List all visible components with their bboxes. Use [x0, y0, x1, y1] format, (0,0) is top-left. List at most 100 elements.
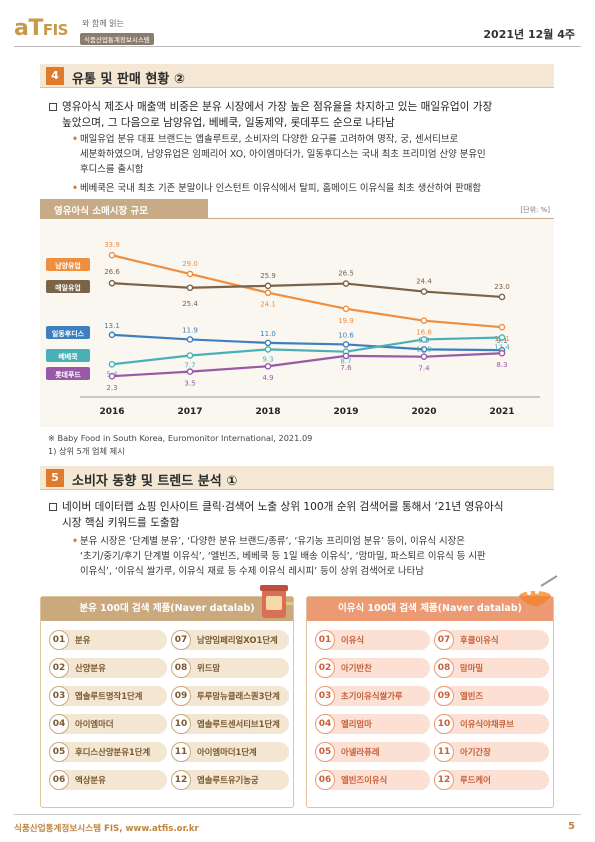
data-label: 3.5 [184, 380, 195, 388]
series-line [111, 352, 503, 378]
keyword-item: 04 아이엠마더 [49, 714, 167, 734]
x-tick-label: 2017 [177, 407, 202, 417]
keyword-item: 02 산양분유 [49, 658, 167, 678]
data-point [498, 323, 506, 331]
keyword-rank: 10 [171, 714, 191, 734]
keyword-rank: 01 [49, 630, 69, 650]
x-tick-label: 2019 [333, 407, 358, 417]
formula-keyword-panel: 분유 100대 검색 제품(Naver datalab) 01 분유 02 산양분유 0… [40, 596, 294, 808]
keyword-item: 12 앱솔루트유기농궁 [171, 770, 289, 790]
keyword-label: 산양분유 [75, 663, 106, 673]
data-label: 24.4 [416, 278, 432, 286]
series-tag-bg [46, 367, 90, 380]
data-point [186, 352, 194, 359]
chart-unit: [단위: %] [520, 206, 550, 214]
data-point [342, 352, 350, 360]
keyword-label: 투루맘뉴클래스퀀3단계 [197, 691, 280, 701]
series-tag: 롯데푸드 [46, 367, 90, 380]
logo-badge: 식품산업통계정보시스템 [80, 33, 154, 45]
keyword-rank: 04 [315, 714, 335, 734]
data-label: 24.1 [260, 301, 276, 309]
section-5-sub-1: • 분유 시장은 ‘단계별 분유’, ‘다양한 분유 브랜드/종류’, ‘유기농… [72, 534, 552, 579]
series-line [111, 336, 503, 366]
dot-bullet-icon: • [72, 536, 78, 547]
data-point [498, 334, 506, 341]
data-label: 13.1 [104, 322, 120, 330]
keyword-label: 이유식 [341, 635, 365, 645]
keyword-item: 11 아기간장 [434, 742, 549, 762]
keyword-rank: 12 [434, 770, 454, 790]
keyword-label: 루드케어 [460, 775, 491, 785]
panel-title: 이유식 100대 검색 제품(Naver datalab) [307, 597, 553, 621]
keyword-item: 06 엘빈즈이유식 [315, 770, 430, 790]
keyword-label: 액상분유 [75, 775, 106, 785]
data-label: 11.9 [182, 326, 198, 334]
data-label: 7.6 [340, 364, 352, 372]
data-label: 19.9 [338, 317, 354, 325]
keyword-label: 엘빈즈 [460, 691, 484, 701]
data-label: 8.3 [496, 361, 507, 369]
sub-line: 이유식’, ‘이유식 쌀가루, 이유식 재료 등 수제 이유식 레시피’ 등이 … [80, 566, 424, 577]
data-label: 10.6 [338, 331, 354, 339]
data-point [420, 317, 428, 324]
issue-date: 2021년 12월 4주 [483, 28, 575, 41]
keyword-item: 11 아이엠마더1단계 [171, 742, 289, 762]
series-tag-label: 베베쿡 [58, 352, 78, 361]
keyword-label: 초기이유식쌀가루 [341, 691, 403, 701]
data-point [108, 361, 116, 368]
data-label: 8.7 [340, 358, 351, 366]
keyword-label: 위드맘 [197, 663, 221, 673]
square-bullet-icon [49, 103, 57, 111]
keyword-item: 05 후디스산양분유1단계 [49, 742, 167, 762]
keyword-item: 06 액상분유 [49, 770, 167, 790]
data-point [420, 336, 428, 343]
data-label: 9.3 [262, 355, 273, 363]
bullet-line: 네이버 데이터랩 쇼핑 인사이트 클릭·검색어 노출 상위 100개 순위 검색… [62, 501, 504, 513]
data-point [264, 339, 272, 347]
data-point [108, 331, 116, 339]
keyword-rank: 08 [434, 658, 454, 678]
sub-line: 세분화하였으며, 남양유업은 임페리어 XO, 아이엠마더가, 일동후디스는 국… [80, 149, 486, 160]
panel-title: 분유 100대 검색 제품(Naver datalab) [41, 597, 293, 621]
data-point [186, 284, 194, 292]
section-5-bullet: 네이버 데이터랩 쇼핑 인사이트 클릭·검색어 노출 상위 100개 순위 검색… [49, 499, 552, 531]
keyword-label: 앱솔루트명작1단계 [75, 691, 143, 701]
section-title: 소비자 동향 및 트렌드 분석 ① [72, 474, 238, 489]
series-line [111, 333, 503, 352]
sub-line: 매일유업 분유 대표 브랜드는 앱솔루트로, 소비자의 다양한 요구를 고려하여… [80, 134, 459, 145]
data-point [264, 289, 272, 297]
data-label: 29.0 [182, 260, 198, 268]
series-tag: 매일유업 [46, 280, 90, 293]
keyword-item: 05 아넬라퓨레 [315, 742, 430, 762]
keyword-rank: 11 [171, 742, 191, 762]
data-point [420, 288, 428, 295]
keyword-rank: 02 [315, 658, 335, 678]
section-4-bullet: 영유아식 제조사 매출액 비중은 분유 시장에서 가장 높은 점유율을 차지하고… [49, 99, 552, 131]
series-tag-bg [46, 280, 90, 293]
x-tick-label: 2016 [99, 407, 124, 417]
keyword-item: 07 후클이유식 [434, 630, 549, 650]
keyword-label: 이유식야채큐브 [460, 719, 514, 729]
keyword-rank: 04 [49, 714, 69, 734]
series-tag-bg [46, 349, 90, 362]
data-label: 16.8 [416, 329, 432, 337]
series-tag-label: 일동후디스 [52, 329, 85, 338]
series-tag-bg [46, 326, 90, 339]
data-point [264, 346, 272, 353]
chart-title: 영유아식 소매시장 규모 [40, 199, 208, 218]
data-point [342, 341, 350, 348]
x-tick-label: 2021 [489, 407, 514, 417]
sub-line: ‘초기/중기/후기 단계별 이유식’, ‘엘빈즈, 베베쿡 등 1일 배송 이유… [80, 551, 486, 562]
data-label: 25.9 [260, 272, 276, 280]
logo-tagline: 와 함께 읽는 [82, 19, 124, 28]
keyword-rank: 09 [434, 686, 454, 706]
keyword-label: 엘리멈마 [341, 719, 372, 729]
keyword-item: 04 엘리멈마 [315, 714, 430, 734]
page-header: aTFIS 와 함께 읽는 식품산업통계정보시스템 2021년 12월 4주 [0, 0, 595, 50]
data-label: 7.7 [184, 362, 195, 370]
data-label: 26.6 [104, 268, 120, 276]
series-tag: 남양유업 [46, 258, 90, 271]
sub-line: 후디스를 출시함 [80, 164, 144, 175]
bullet-line: 높았으며, 그 다음으로 남양유업, 베베쿡, 일동제약, 롯데푸드 순으로 나… [62, 117, 395, 129]
data-label: 11.9 [416, 345, 432, 353]
